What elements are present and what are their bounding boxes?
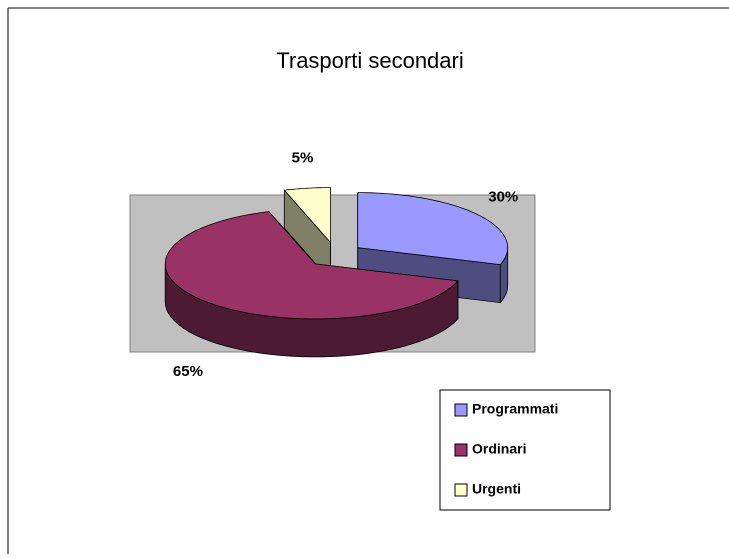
legend — [439, 389, 611, 511]
data-label: 30% — [488, 189, 518, 206]
legend-label: Programmati — [472, 401, 558, 417]
legend-swatch — [454, 443, 468, 457]
legend-swatch — [454, 483, 468, 497]
data-label: 65% — [173, 363, 203, 380]
pie-slice — [283, 187, 332, 282]
legend-label: Urgenti — [472, 481, 521, 497]
slice-top — [357, 192, 509, 266]
legend-items: Programmati Ordinari Urgenti — [454, 401, 558, 497]
legend-label: Ordinari — [472, 441, 526, 457]
slice-top — [283, 187, 332, 244]
chart-title: Trasporti secondari — [276, 48, 463, 73]
legend-swatch — [454, 403, 468, 417]
pie-slice — [164, 210, 459, 358]
slice-top — [164, 211, 459, 320]
pie: 30% 65% 5% — [164, 150, 518, 380]
data-label: 5% — [292, 150, 314, 167]
